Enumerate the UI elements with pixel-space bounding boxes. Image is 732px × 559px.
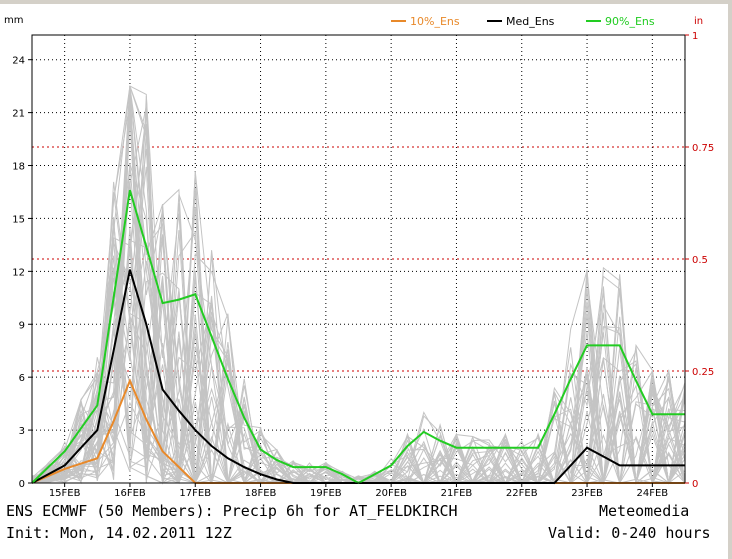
x-tick-label-5: 20FEB <box>375 488 407 499</box>
member-line-34 <box>31 192 686 485</box>
right-tick-label-1: 0.25 <box>692 367 714 378</box>
footer-source: Meteomedia <box>599 502 690 520</box>
right-tick-label-2: 0.5 <box>692 255 708 266</box>
right-tick-label-3: 0.75 <box>692 143 714 154</box>
left-tick-label-5: 15 <box>12 214 25 225</box>
x-tick-label-4: 19FEB <box>310 488 342 499</box>
x-tick-label-1: 16FEB <box>114 488 146 499</box>
left-unit-label: mm <box>4 15 23 26</box>
legend-label-90pct: 90%_Ens <box>605 15 655 28</box>
window-frame-top <box>0 0 732 4</box>
window-frame-right <box>728 0 732 559</box>
right-unit-label: in <box>694 16 703 27</box>
left-tick-label-3: 9 <box>19 320 25 331</box>
left-tick-label-0: 0 <box>19 479 25 490</box>
x-tick-label-0: 15FEB <box>49 488 81 499</box>
x-tick-label-6: 21FEB <box>441 488 473 499</box>
x-tick-label-9: 24FEB <box>637 488 669 499</box>
grid <box>32 34 685 483</box>
left-tick-label-4: 12 <box>12 267 25 278</box>
member-line-44 <box>31 86 686 484</box>
footer-valid: Valid: 0-240 hours <box>548 524 711 542</box>
right-axis: 0 0.25 0.5 0.75 1 <box>685 31 714 490</box>
left-tick-label-8: 24 <box>12 56 25 67</box>
left-axis: 0 3 6 9 12 15 18 21 24 <box>12 56 32 490</box>
x-tick-label-7: 22FEB <box>506 488 538 499</box>
left-tick-label-1: 3 <box>19 426 25 437</box>
footer-title: ENS ECMWF (50 Members): Precip 6h for AT… <box>6 502 458 520</box>
legend: 10%_Ens Med_Ens 90%_Ens <box>391 15 655 28</box>
legend-label-10pct: 10%_Ens <box>410 15 460 28</box>
x-axis: 15FEB 16FEB 17FEB 18FEB 19FEB 20FEB 21FEB 22FEB… <box>49 483 668 499</box>
footer-init: Init: Mon, 14.02.2011 12Z <box>6 524 232 542</box>
x-tick-label-3: 18FEB <box>245 488 277 499</box>
left-tick-label-6: 18 <box>12 162 25 173</box>
left-tick-label-7: 21 <box>12 109 25 120</box>
legend-label-median: Med_Ens <box>506 15 555 28</box>
x-tick-label-8: 23FEB <box>571 488 603 499</box>
x-tick-label-2: 17FEB <box>179 488 211 499</box>
right-tick-label-4: 1 <box>692 31 698 42</box>
left-tick-label-2: 6 <box>19 373 25 384</box>
right-tick-label-0: 0 <box>692 479 698 490</box>
